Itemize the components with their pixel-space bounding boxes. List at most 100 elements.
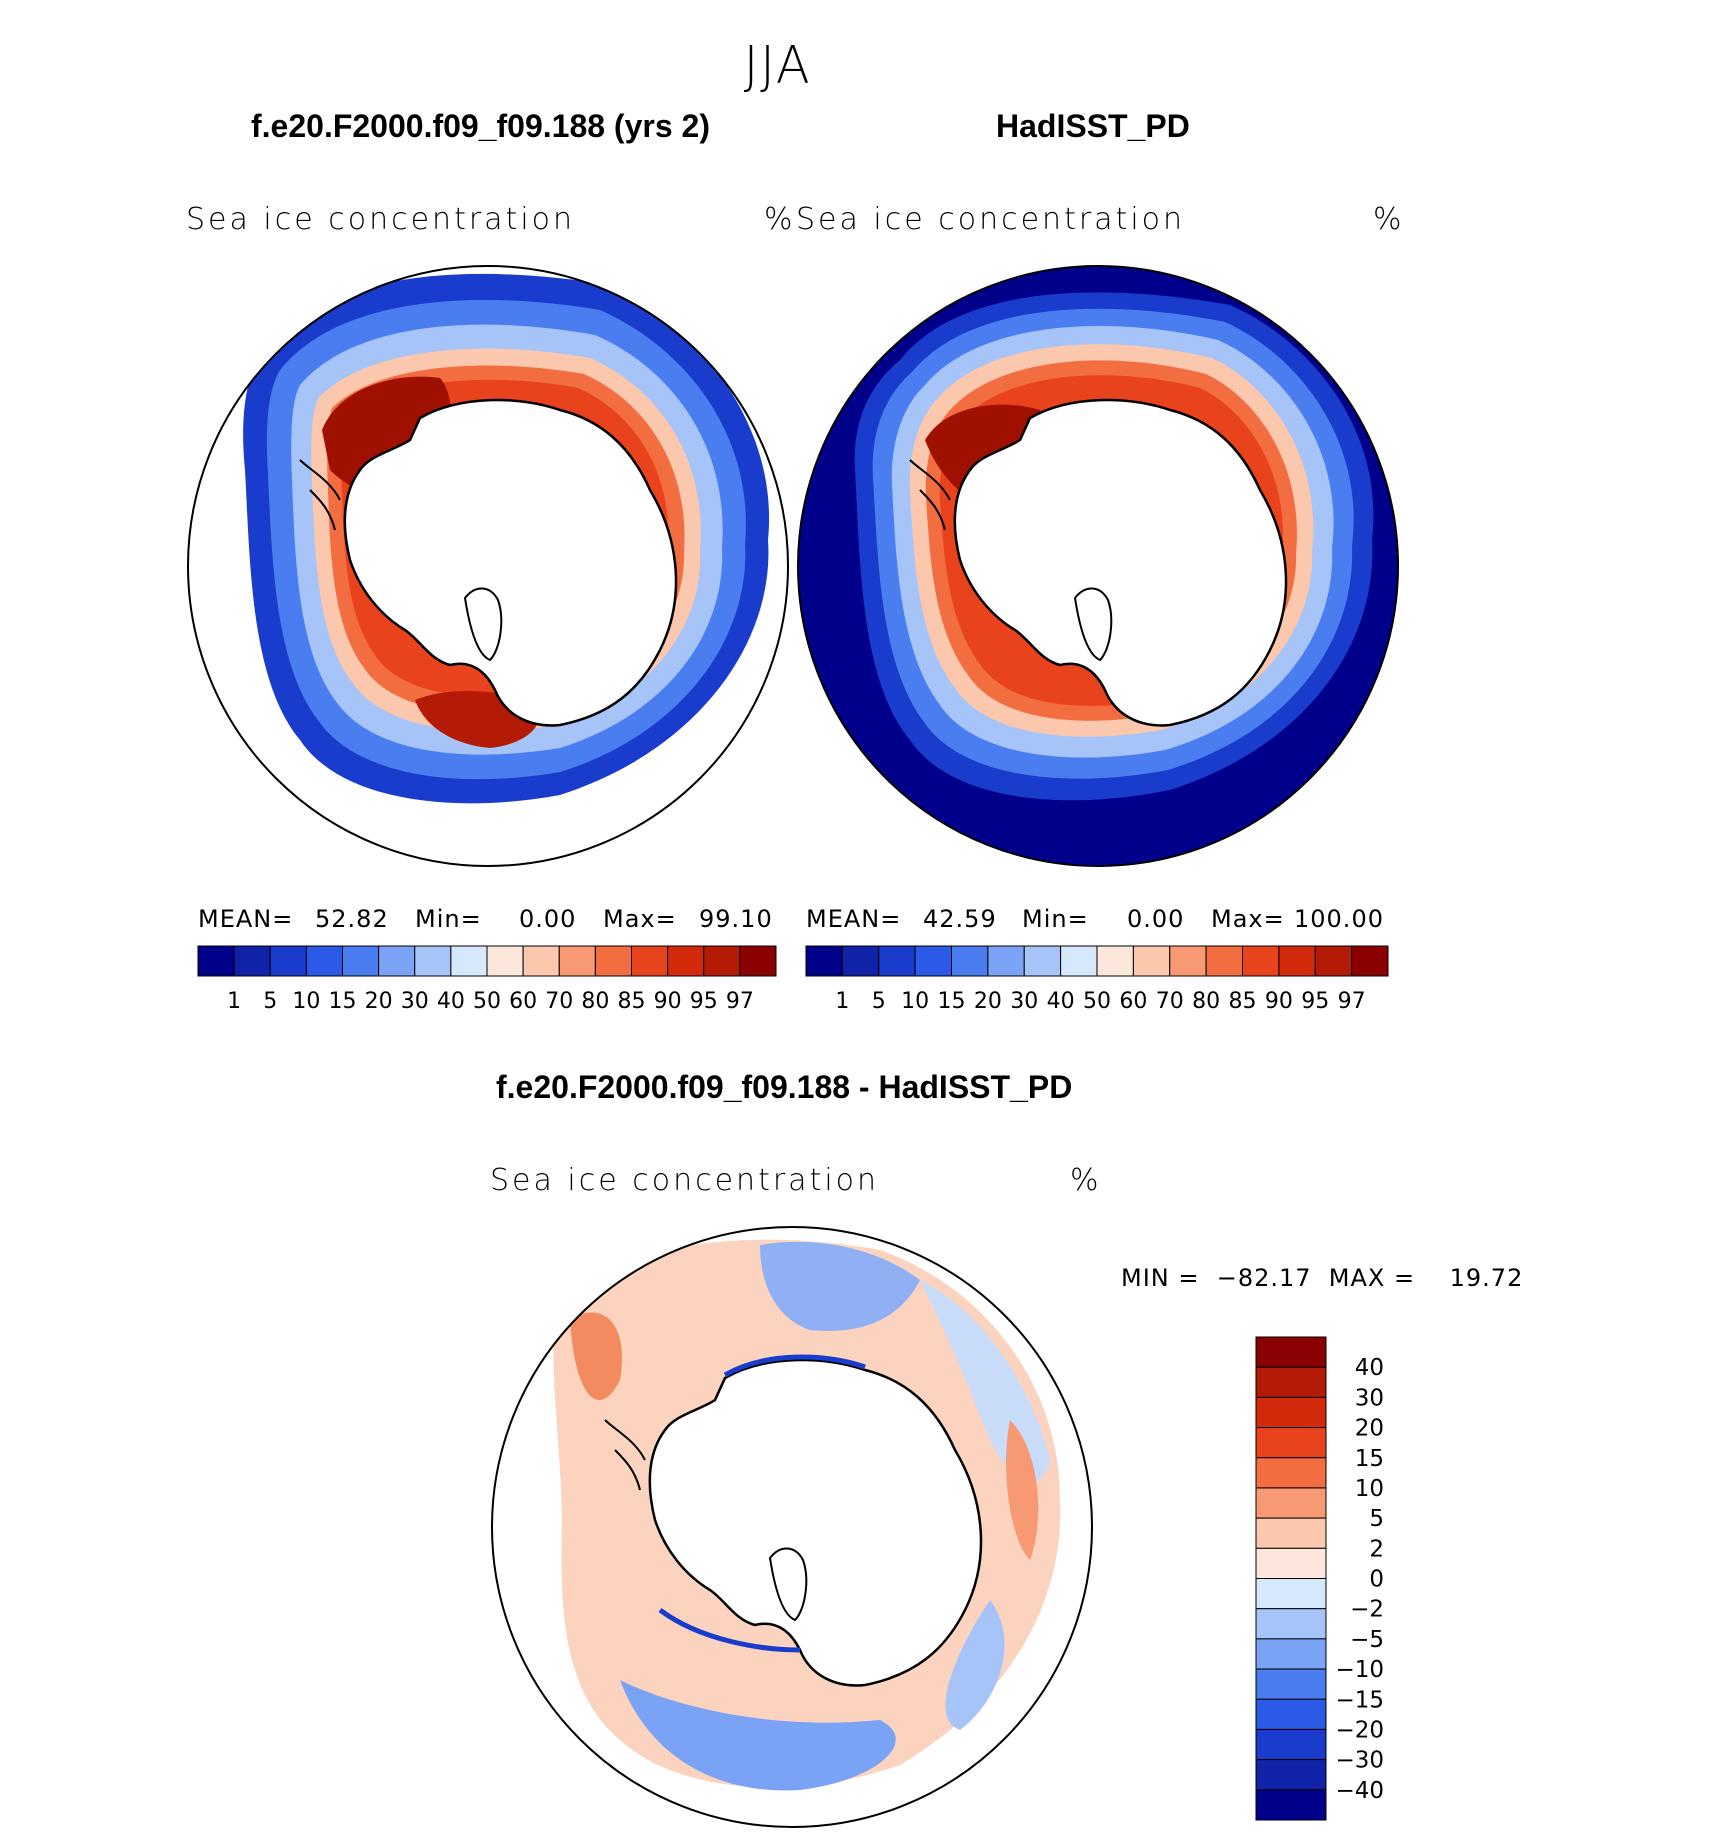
- difference-colorbar-swatch: [1255, 1457, 1327, 1489]
- panel-2-map: [797, 265, 1399, 867]
- panel-2-colorbar-tick-label: 60: [1119, 989, 1147, 1014]
- panel-1-units: %: [764, 202, 796, 237]
- panel-1-variable-label: Sea ice concentration: [186, 202, 576, 237]
- panel-2-colorbar-swatch: [1096, 945, 1134, 977]
- panel-2-colorbar-tick-label: 5: [872, 989, 886, 1014]
- panel-2-max-label: Max=: [1211, 905, 1285, 933]
- panel-1-colorbar-tick-label: 40: [437, 989, 465, 1014]
- difference-colorbar-swatch: [1255, 1759, 1327, 1791]
- panel-1-map-border: [187, 265, 789, 867]
- difference-map: [491, 1226, 1093, 1828]
- panel-2-colorbar-swatch: [1242, 945, 1280, 977]
- panel-2-antarctica: [953, 398, 1288, 727]
- difference-colorbar-tick-label: 10: [1355, 1476, 1384, 1502]
- panel-1-min-value: 0.00: [519, 905, 577, 933]
- panel-2-min-label: Min=: [1022, 905, 1089, 933]
- difference-colorbar-swatch: [1255, 1698, 1327, 1730]
- difference-colorbar-swatch: [1255, 1668, 1327, 1700]
- difference-colorbar-tick-label: 30: [1355, 1385, 1384, 1411]
- panel-1-colorbar-tick-label: 97: [726, 989, 754, 1014]
- panel-2-colorbar-tick-label: 10: [901, 989, 929, 1014]
- difference-colorbar-tick-label: 5: [1369, 1506, 1384, 1532]
- difference-antarctica: [648, 1358, 983, 1687]
- panel-1-colorbar-tick-label: 1: [227, 989, 241, 1014]
- panel-1-colorbar-swatch: [667, 945, 705, 977]
- difference-colorbar-swatch: [1255, 1517, 1327, 1549]
- difference-colorbar-swatch: [1255, 1547, 1327, 1579]
- panel-1-title: f.e20.F2000.f09_f09.188 (yrs 2): [251, 108, 710, 144]
- panel-1-colorbar-swatch: [378, 945, 416, 977]
- difference-minmax: MIN = −82.17 MAX = 19.72: [1121, 1264, 1524, 1292]
- panel-1-colorbar-swatch: [450, 945, 488, 977]
- panel-1-colorbar-tick-label: 60: [509, 989, 537, 1014]
- panel-2-variable-label: Sea ice concentration: [796, 202, 1186, 237]
- panel-1-colorbar-swatch: [342, 945, 380, 977]
- panel-2-colorbar-swatch: [1278, 945, 1316, 977]
- panel-2-colorbar-tick-label: 70: [1156, 989, 1184, 1014]
- panel-1-colorbar-swatch: [703, 945, 741, 977]
- difference-colorbar-tick-label: −2: [1350, 1597, 1384, 1623]
- panel-1-colorbar-swatch: [558, 945, 596, 977]
- panel-2-min-value: 0.00: [1127, 905, 1185, 933]
- difference-colorbar-tick-label: −40: [1335, 1778, 1384, 1804]
- panel-1-colorbar-swatch: [414, 945, 452, 977]
- panel-2-colorbar-swatch: [841, 945, 880, 977]
- panel-1-map: [187, 265, 789, 867]
- difference-colorbar-swatch: [1255, 1336, 1327, 1368]
- panel-1-colorbar-tick-label: 80: [581, 989, 609, 1014]
- panel-2-colorbar-tick-label: 80: [1192, 989, 1220, 1014]
- panel-1-colorbar-tick-label: 5: [263, 989, 277, 1014]
- difference-colorbar-tick-label: 2: [1369, 1536, 1384, 1562]
- panel-2-colorbar-tick-label: 90: [1265, 989, 1293, 1014]
- panel-2-colorbar-swatch: [987, 945, 1025, 977]
- panel-1-colorbar-swatch: [486, 945, 524, 977]
- panel-2-colorbar-tick-label: 95: [1301, 989, 1329, 1014]
- difference-colorbar-swatch: [1255, 1789, 1327, 1821]
- panel-2-colorbar-swatch: [1351, 945, 1389, 977]
- panel-1-colorbar-swatch: [233, 945, 271, 977]
- panel-1-mean-label: MEAN=: [198, 905, 294, 933]
- panel-2-mean-value: 42.59: [923, 905, 997, 933]
- panel-2-colorbar-swatch: [1205, 945, 1243, 977]
- difference-map-border: [491, 1226, 1093, 1828]
- difference-colorbar-swatch: [1255, 1728, 1327, 1761]
- difference-colorbar-tick-label: 40: [1355, 1355, 1384, 1381]
- difference-colorbar-tick-label: −10: [1335, 1657, 1384, 1683]
- difference-title: f.e20.F2000.f09_f09.188 - HadISST_PD: [496, 1069, 1073, 1105]
- difference-colorbar-swatch: [1255, 1366, 1327, 1398]
- difference-colorbar-swatch: [1255, 1578, 1327, 1610]
- difference-colorbar-tick-label: −20: [1335, 1717, 1384, 1743]
- difference-colorbar-swatch: [1255, 1487, 1327, 1519]
- panel-2-colorbar-tick-label: 50: [1083, 989, 1111, 1014]
- panel-1-colorbar-swatch: [269, 945, 307, 977]
- panel-1-colorbar-swatch: [197, 945, 235, 977]
- difference-negative-region: [760, 1241, 920, 1331]
- panel-1-antarctica: [343, 398, 678, 727]
- panel-2-colorbar-swatch: [805, 945, 843, 977]
- difference-colorbar-tick-label: 15: [1355, 1446, 1384, 1472]
- panel-1-colorbar-swatch: [594, 945, 632, 977]
- difference-units: %: [1070, 1163, 1102, 1198]
- difference-colorbar-swatch: [1255, 1427, 1327, 1459]
- panel-1-colorbar-tick-label: 15: [329, 989, 357, 1014]
- difference-colorbar-swatch: [1255, 1396, 1327, 1429]
- panel-2-title: HadISST_PD: [996, 108, 1190, 144]
- season-title: JJA: [743, 36, 812, 96]
- panel-1-colorbar-tick-label: 20: [365, 989, 393, 1014]
- panel-2-colorbar-swatch: [951, 945, 989, 977]
- panel-2-colorbar-tick-label: 40: [1047, 989, 1075, 1014]
- panel-2-colorbar-tick-label: 97: [1338, 989, 1366, 1014]
- panel-1-max-value: 99.10: [699, 905, 773, 933]
- panel-2-max-value: 100.00: [1294, 905, 1384, 933]
- panel-2-colorbar-swatch: [1132, 945, 1171, 977]
- difference-colorbar-tick-label: −30: [1335, 1748, 1384, 1774]
- panel-2-colorbar-tick-label: 20: [974, 989, 1002, 1014]
- difference-variable-label: Sea ice concentration: [490, 1163, 880, 1198]
- panel-2-colorbar-swatch: [1314, 945, 1353, 977]
- panel-2-colorbar-tick-label: 85: [1229, 989, 1257, 1014]
- panel-1-colorbar-tick-label: 85: [618, 989, 646, 1014]
- panel-1-colorbar-swatch: [631, 945, 669, 977]
- panel-2-colorbar-swatch: [914, 945, 952, 977]
